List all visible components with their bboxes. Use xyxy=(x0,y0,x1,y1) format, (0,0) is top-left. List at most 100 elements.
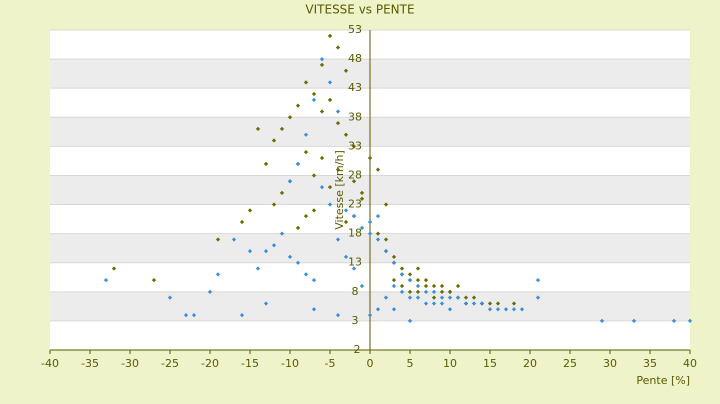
point xyxy=(311,208,317,213)
point xyxy=(391,254,397,260)
point xyxy=(255,266,261,271)
point xyxy=(447,295,453,300)
y-tick-label: 18 xyxy=(348,227,362,240)
point xyxy=(391,260,397,265)
point xyxy=(367,312,373,318)
point xyxy=(295,260,301,265)
point xyxy=(271,202,277,207)
point xyxy=(215,272,221,277)
point xyxy=(535,295,541,300)
point xyxy=(351,144,357,149)
point xyxy=(455,283,461,289)
point xyxy=(439,295,445,300)
point xyxy=(367,219,373,225)
point xyxy=(183,312,189,318)
y-axis-title: Vitesse [km/h] xyxy=(333,150,346,230)
y-tick-label: 38 xyxy=(348,110,362,123)
point xyxy=(455,295,461,300)
point xyxy=(263,248,269,254)
chart-title: VITESSE vs PENTE xyxy=(305,3,414,17)
point xyxy=(375,307,381,312)
x-tick-label: -35 xyxy=(81,357,99,370)
point xyxy=(407,295,413,300)
point xyxy=(399,289,405,294)
point xyxy=(519,307,525,312)
point xyxy=(495,307,501,312)
y-tick-label: 53 xyxy=(348,23,362,36)
x-axis-title: Pente [%] xyxy=(636,374,690,387)
point xyxy=(415,289,421,294)
point xyxy=(631,318,637,324)
point xyxy=(359,190,365,196)
y-tick-label: 13 xyxy=(348,256,362,269)
point xyxy=(247,208,253,213)
point xyxy=(463,301,469,306)
point xyxy=(447,289,453,294)
x-tick-label: 0 xyxy=(367,357,374,370)
x-tick-label: 30 xyxy=(603,357,617,370)
point xyxy=(383,237,389,242)
point xyxy=(431,289,437,294)
point xyxy=(423,283,429,289)
x-tick-label: 35 xyxy=(643,357,657,370)
point xyxy=(327,202,333,207)
point xyxy=(535,278,541,283)
point xyxy=(367,155,373,161)
point xyxy=(343,208,349,213)
point xyxy=(375,237,381,242)
point xyxy=(375,214,381,219)
point xyxy=(303,214,309,219)
point xyxy=(383,248,389,254)
point xyxy=(263,301,269,306)
point xyxy=(503,307,509,312)
x-tick-label: -20 xyxy=(201,357,219,370)
point xyxy=(279,231,285,236)
point xyxy=(471,301,477,306)
x-tick-label: -5 xyxy=(325,357,336,370)
point xyxy=(191,312,197,318)
y-tick-label: 3 xyxy=(352,314,359,327)
point xyxy=(335,237,341,242)
point xyxy=(463,295,469,300)
point xyxy=(319,184,325,190)
point xyxy=(495,301,501,306)
point xyxy=(407,272,413,277)
y-tick-label: 23 xyxy=(348,198,362,211)
point xyxy=(231,237,237,242)
point xyxy=(343,132,349,137)
point xyxy=(311,278,317,283)
point xyxy=(423,301,429,306)
point xyxy=(479,301,485,306)
point xyxy=(279,190,285,196)
point xyxy=(391,283,397,289)
x-tick-label: 5 xyxy=(407,357,414,370)
x-tick-label: 20 xyxy=(523,357,537,370)
point xyxy=(375,167,381,172)
point xyxy=(439,301,445,306)
point xyxy=(471,295,477,300)
point xyxy=(375,231,381,236)
x-tick-label: 25 xyxy=(563,357,577,370)
y-tick-label: 48 xyxy=(348,52,362,65)
point xyxy=(311,307,317,312)
point xyxy=(599,318,605,324)
point xyxy=(415,295,421,300)
point xyxy=(151,278,157,283)
x-tick-label: -10 xyxy=(281,357,299,370)
point xyxy=(303,132,309,137)
point xyxy=(351,179,357,184)
point xyxy=(207,289,213,294)
point xyxy=(671,318,677,324)
point xyxy=(215,237,221,242)
point xyxy=(367,231,373,236)
point xyxy=(415,266,421,271)
point xyxy=(343,219,349,225)
point xyxy=(687,318,693,324)
y-tick-label: 8 xyxy=(352,285,359,298)
point xyxy=(239,312,245,318)
point xyxy=(295,161,301,166)
point xyxy=(351,214,357,219)
point xyxy=(383,295,389,300)
point xyxy=(431,283,437,289)
point xyxy=(239,219,245,225)
